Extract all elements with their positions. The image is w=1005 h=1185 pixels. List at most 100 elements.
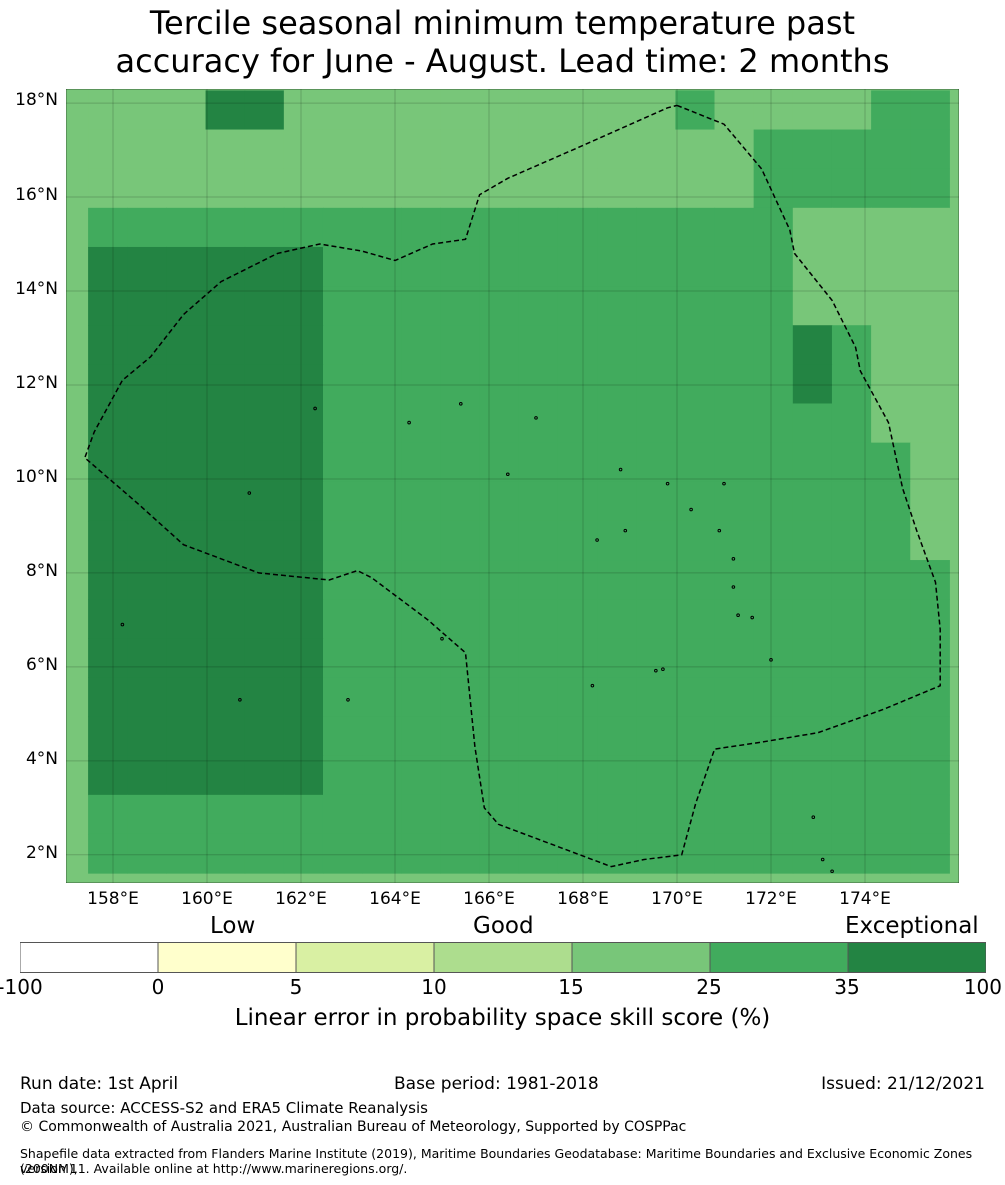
skill-cell [362, 129, 402, 170]
skill-cell [244, 403, 285, 444]
skill-cell [910, 168, 950, 209]
lat-label: 12°N [15, 373, 58, 393]
skill-cell [831, 677, 872, 718]
skill-cell [401, 716, 441, 757]
skill-cell [753, 716, 794, 757]
skill-cell [322, 716, 363, 757]
skill-cell [479, 481, 520, 522]
skill-cell [401, 168, 441, 209]
skill-cell [714, 560, 755, 600]
skill-cell [362, 246, 402, 287]
skill-cell [205, 364, 246, 404]
skill-cell [205, 403, 246, 444]
skill-cell [362, 90, 402, 131]
skill-cell [753, 520, 794, 561]
skill-cell [831, 129, 872, 170]
skill-cell [871, 520, 911, 561]
skill-cell [557, 129, 598, 170]
skill-cell [597, 638, 637, 678]
skill-cell [557, 638, 598, 678]
skill-cell [166, 168, 207, 209]
skill-cell [440, 246, 481, 287]
skill-cell [127, 794, 167, 835]
skill-cell [910, 677, 950, 718]
skill-cell [322, 129, 363, 170]
skill-cell [283, 364, 324, 404]
skill-cell [675, 325, 716, 365]
skill-cell [871, 90, 911, 131]
skill-cell [283, 129, 324, 170]
skill-cell [205, 286, 246, 326]
skill-cell [597, 716, 637, 757]
skill-cell [871, 716, 911, 757]
skill-cell [127, 246, 167, 287]
skill-cell [401, 833, 441, 874]
skill-cell [753, 90, 794, 131]
skill-cell [518, 403, 559, 444]
island-outline [313, 406, 317, 411]
skill-cells [88, 90, 950, 874]
skill-cell [753, 207, 794, 248]
skill-cell [479, 638, 520, 678]
skill-cell [636, 364, 676, 404]
skill-cell [401, 325, 441, 365]
skill-cell [127, 364, 167, 404]
skill-cell [675, 168, 716, 209]
skill-cell [244, 716, 285, 757]
skill-cell [831, 207, 872, 248]
lon-label: 168°E [557, 889, 609, 909]
skill-cell [283, 403, 324, 444]
skill-cell [910, 599, 950, 639]
skill-cell [518, 481, 559, 522]
skill-cell [401, 677, 441, 718]
skill-cell [479, 207, 520, 248]
skill-cell [401, 755, 441, 796]
skill-cell [557, 325, 598, 365]
skill-cell [675, 246, 716, 287]
colorbar-segment [433, 942, 573, 973]
skill-cell [518, 599, 559, 639]
skill-cell [440, 677, 481, 718]
skill-cell [636, 833, 676, 874]
skill-cell [792, 677, 833, 718]
skill-cell [792, 560, 833, 600]
skill-cell [636, 325, 676, 365]
skill-cell [362, 403, 402, 444]
skill-cell [636, 599, 676, 639]
skill-cell [518, 755, 559, 796]
skill-cell [283, 442, 324, 483]
skill-cell [127, 90, 167, 131]
skill-cell [88, 403, 128, 444]
skill-cell [792, 207, 833, 248]
skill-cell [322, 403, 363, 444]
skill-cell [88, 520, 128, 561]
skill-cell [205, 129, 246, 170]
skill-cell [675, 481, 716, 522]
skill-cell [675, 520, 716, 561]
skill-cell [440, 129, 481, 170]
skill-cell [753, 794, 794, 835]
skill-cell [675, 364, 716, 404]
skill-cell [205, 442, 246, 483]
skill-cell [831, 560, 872, 600]
lon-label: 164°E [369, 889, 421, 909]
lat-label: 6°N [25, 655, 58, 675]
skill-cell [910, 90, 950, 131]
skill-cell [831, 520, 872, 561]
skill-cell [557, 560, 598, 600]
skill-cell [244, 364, 285, 404]
skill-cell [518, 207, 559, 248]
skill-cell [910, 364, 950, 404]
island-outline [717, 528, 722, 533]
skill-cell [597, 677, 637, 718]
skill-cell [88, 638, 128, 678]
shapefile-credit-1: Shapefile data extracted from Flanders M… [20, 1146, 973, 1176]
skill-cell [479, 599, 520, 639]
skill-cell [597, 168, 637, 209]
lat-label: 4°N [25, 749, 58, 769]
skill-cell [479, 168, 520, 209]
skill-cell [636, 246, 676, 287]
skill-cell [479, 325, 520, 365]
skill-cell [362, 364, 402, 404]
skill-cell [636, 207, 676, 248]
